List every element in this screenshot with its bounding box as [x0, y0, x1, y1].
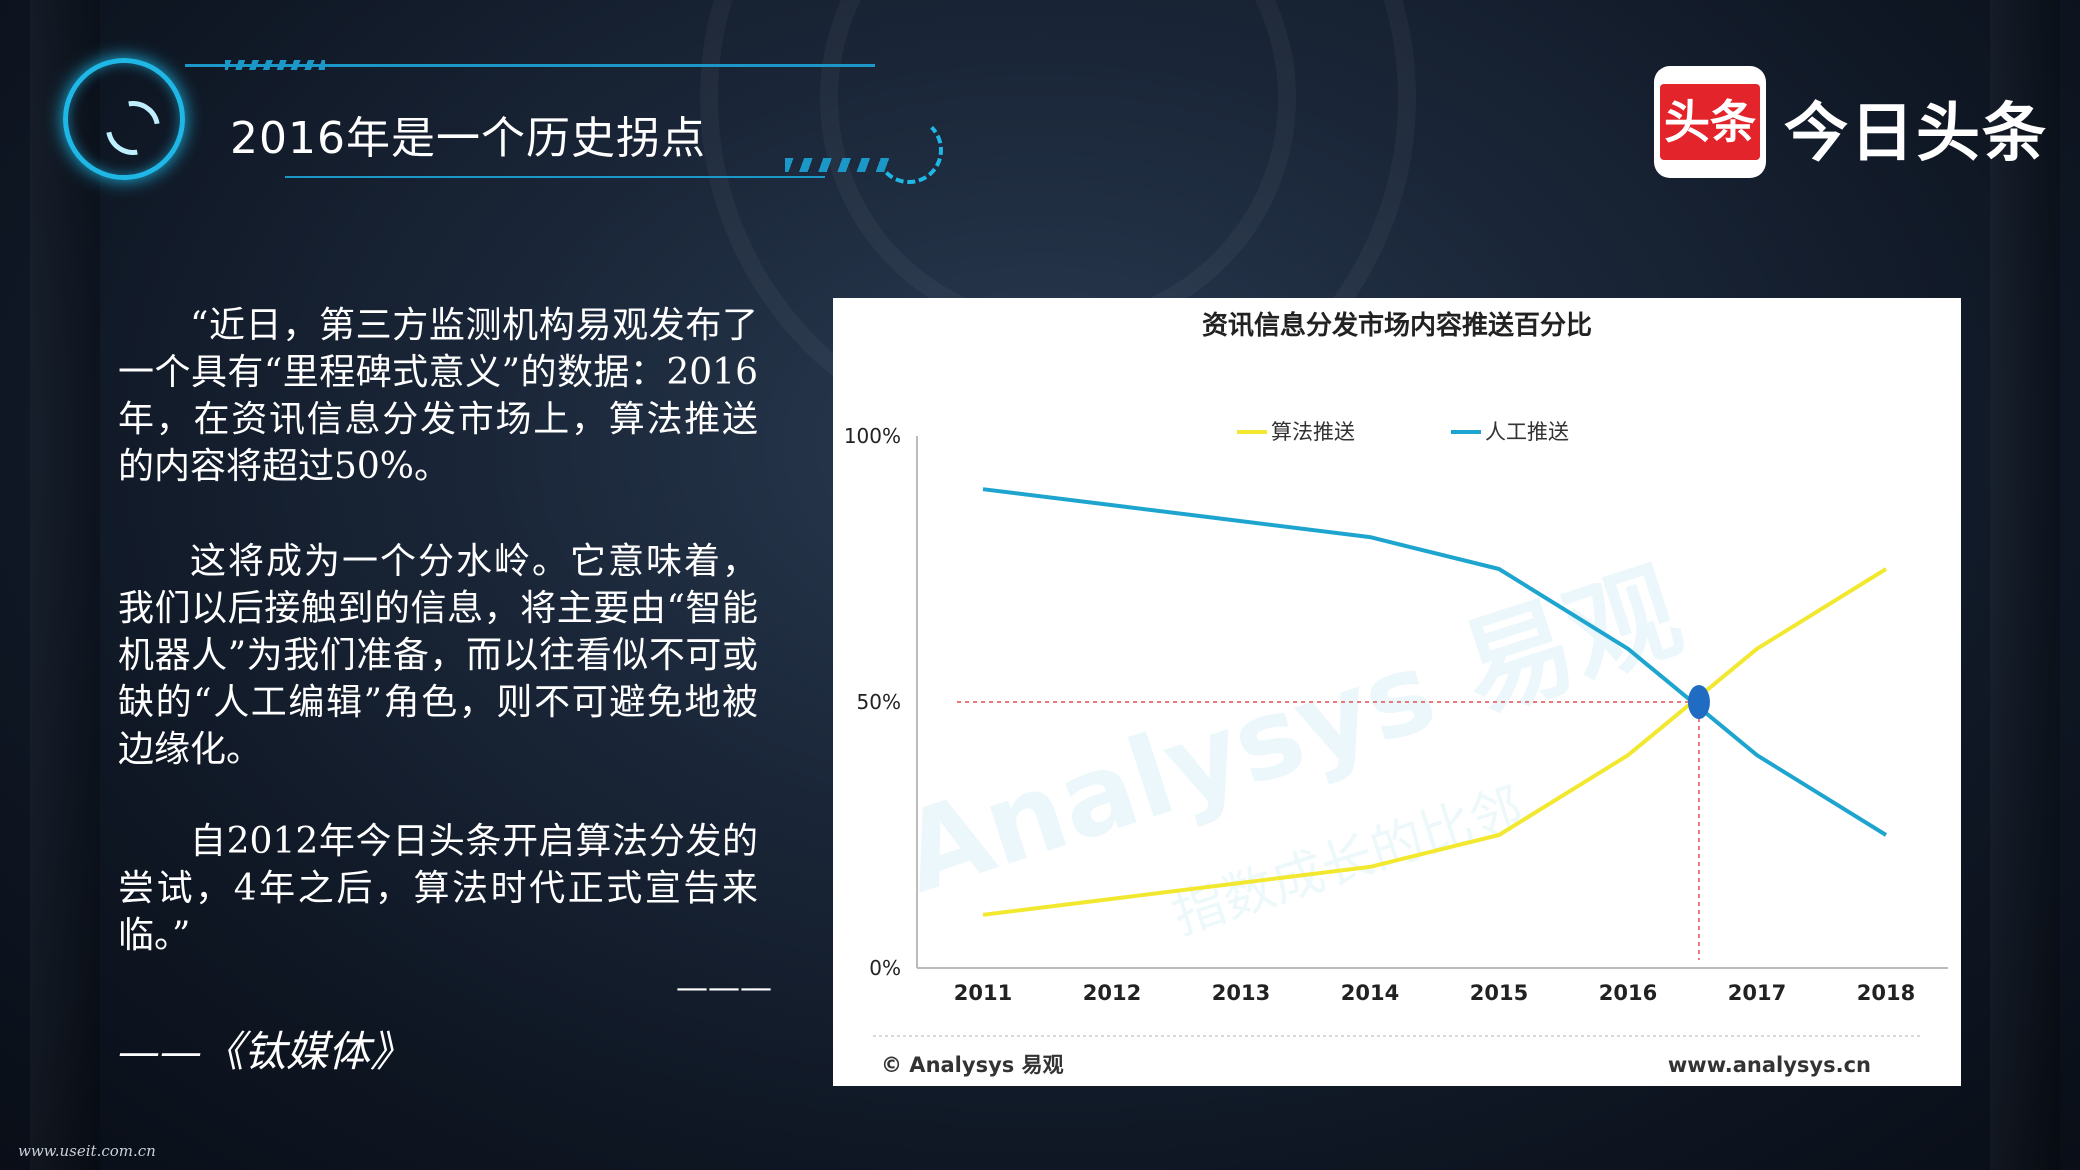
series-line-2 [982, 487, 1888, 837]
quote-dash: ——— [676, 968, 772, 1006]
title-decor-line [285, 176, 825, 178]
refresh-arrows-icon [95, 90, 171, 166]
quote-paragraph-2: 这将成为一个分水岭。它意味着，我们以后接触到的信息，将主要由“智能机器人”为我们… [118, 541, 758, 770]
background-pillar [30, 0, 100, 1170]
toutiao-logo-icon: 头条 [1654, 66, 1766, 178]
y-tick-label: 0% [869, 956, 901, 980]
series-line-1 [982, 567, 1888, 917]
title-decor-hatch [785, 158, 895, 172]
x-tick-label: 2011 [954, 981, 1012, 1005]
footer-copyright: © Analysys 易观 [881, 1053, 1064, 1077]
x-tick-label: 2012 [1083, 981, 1141, 1005]
x-tick-label: 2016 [1599, 981, 1657, 1005]
footer-url: www.useit.com.cn [18, 1142, 156, 1160]
slide-title-banner: 2016年是一个历史拐点 [55, 50, 955, 190]
x-tick-label: 2017 [1728, 981, 1786, 1005]
quote-source: ——《钛媒体》 [118, 1027, 413, 1076]
background-pillar [1990, 0, 2060, 1170]
title-decor-arc [875, 116, 943, 184]
logo-badge-text: 头条 [1660, 84, 1760, 160]
refresh-circle-icon [63, 58, 185, 180]
chart-title: 资讯信息分发市场内容推送百分比 [1202, 310, 1592, 341]
quote-paragraph-3: 自2012年今日头条开启算法分发的尝试，4年之后，算法时代正式宣告来临。” [118, 821, 758, 956]
x-tick-label: 2018 [1857, 981, 1915, 1005]
quote-paragraph-1: “近日，第三方监测机构易观发布了一个具有“里程碑式意义”的数据：2016年，在资… [118, 305, 758, 487]
crossover-marker [1687, 685, 1710, 719]
legend-label: 人工推送 [1485, 420, 1569, 444]
x-tick-label: 2013 [1212, 981, 1270, 1005]
y-tick-label: 50% [857, 690, 901, 714]
legend-label: 算法推送 [1271, 420, 1355, 444]
chart-card: 资讯信息分发市场内容推送百分比 Analysys 易观 指数成长的比邻 0% 50% 10… [833, 298, 1961, 1086]
y-tick-label: 100% [844, 424, 901, 448]
footer-website: www.analysys.cn [1668, 1053, 1871, 1077]
slide-title: 2016年是一个历史拐点 [230, 113, 706, 164]
x-tick-label: 2014 [1341, 981, 1399, 1005]
x-tick-label: 2015 [1470, 981, 1528, 1005]
brand-name: 今日头条 [1784, 97, 2048, 171]
title-decor-line [185, 64, 875, 67]
title-decor-hatch [225, 60, 325, 70]
